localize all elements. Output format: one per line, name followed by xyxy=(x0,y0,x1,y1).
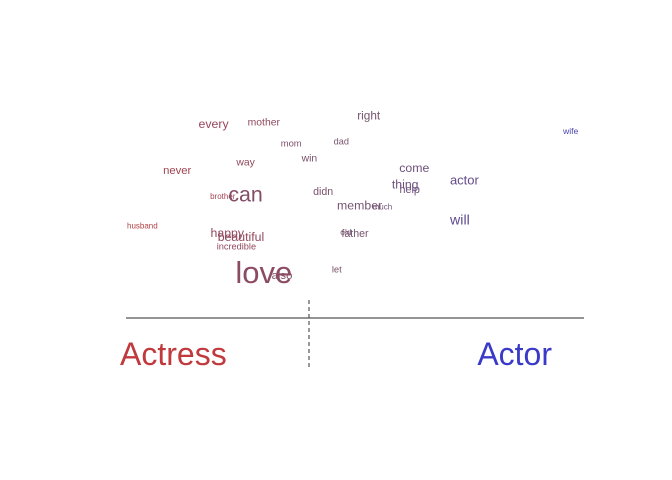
word-help: help xyxy=(399,184,419,196)
word-way: way xyxy=(235,158,255,169)
word-also: also xyxy=(272,270,293,282)
word-actor: actor xyxy=(450,173,480,188)
word-brother: brother xyxy=(210,192,236,201)
word-let: let xyxy=(332,264,342,275)
word-right: right xyxy=(357,108,381,122)
word-didn: didn xyxy=(313,186,333,198)
word-will: will xyxy=(449,212,470,228)
word-dad: dad xyxy=(334,137,349,147)
word-beautiful: beautiful xyxy=(218,230,265,244)
word-can: can xyxy=(228,182,263,206)
word-happy: happy xyxy=(211,226,245,240)
actor-label: Actor xyxy=(477,336,552,372)
word-much: much xyxy=(373,203,393,212)
word-mother: mother xyxy=(248,118,281,129)
word-wife: wife xyxy=(562,126,579,136)
word-member: member xyxy=(337,199,382,213)
word-layer: right every mother wife mom dad win way never com… xyxy=(127,108,579,290)
word-mom: mom xyxy=(281,138,302,149)
word-father: father xyxy=(341,228,369,240)
actress-label: Actress xyxy=(120,336,227,372)
word-love: love xyxy=(235,255,292,290)
word-never: never xyxy=(163,165,191,177)
word-thing: thing xyxy=(392,178,419,192)
word-husband: husband xyxy=(127,222,158,231)
word-come: come xyxy=(399,161,429,175)
word-old: old xyxy=(340,227,352,237)
word-win: win xyxy=(301,153,318,164)
word-incredible: incredible xyxy=(217,242,256,252)
word-every: every xyxy=(199,117,230,131)
